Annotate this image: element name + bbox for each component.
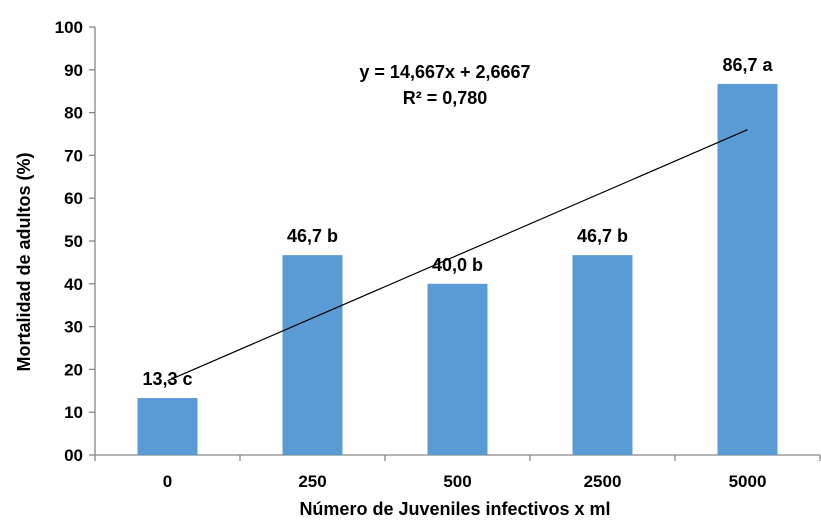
- trendline-equation: y = 14,667x + 2,6667: [359, 62, 530, 82]
- y-tick-label: 40: [64, 275, 83, 294]
- bar: [282, 255, 343, 455]
- bar: [572, 255, 633, 455]
- y-tick-label: 60: [64, 189, 83, 208]
- y-tick-label: 10: [64, 403, 83, 422]
- y-axis: 00 10 20 30 40 50 60 70 80 90 100: [55, 18, 96, 465]
- y-axis-title: Mortalidad de adultos (%): [14, 152, 34, 371]
- data-label: 13,3 c: [142, 369, 192, 389]
- data-label: 86,7 a: [722, 55, 773, 75]
- trendline: [167, 129, 748, 382]
- x-tick-label: 0: [163, 472, 172, 491]
- y-tick-label: 50: [64, 232, 83, 251]
- trendline-r-squared: R² = 0,780: [403, 88, 488, 108]
- x-tick-label: 250: [298, 472, 326, 491]
- trendline-group: [167, 129, 748, 382]
- y-tick-label: 90: [64, 61, 83, 80]
- data-label: 46,7 b: [287, 226, 338, 246]
- y-tick-label: 100: [55, 18, 83, 37]
- data-label: 46,7 b: [577, 226, 628, 246]
- x-tick-label: 5000: [729, 472, 767, 491]
- y-tick-label: 70: [64, 146, 83, 165]
- y-tick-label: 30: [64, 318, 83, 337]
- bars: [137, 83, 778, 455]
- x-axis-title: Número de Juveniles infectivos x ml: [299, 499, 610, 519]
- y-tick-label: 20: [64, 360, 83, 379]
- data-labels: 13,3 c 46,7 b 40,0 b 46,7 b 86,7 a: [142, 55, 773, 389]
- bar: [717, 83, 778, 455]
- x-tick-label: 500: [443, 472, 471, 491]
- x-tick-label: 2500: [584, 472, 622, 491]
- bar: [137, 398, 198, 455]
- bar: [427, 283, 488, 455]
- y-tick-label: 00: [64, 446, 83, 465]
- data-label: 40,0 b: [432, 255, 483, 275]
- y-tick-label: 80: [64, 104, 83, 123]
- x-axis: 0 250 500 2500 5000: [94, 454, 821, 491]
